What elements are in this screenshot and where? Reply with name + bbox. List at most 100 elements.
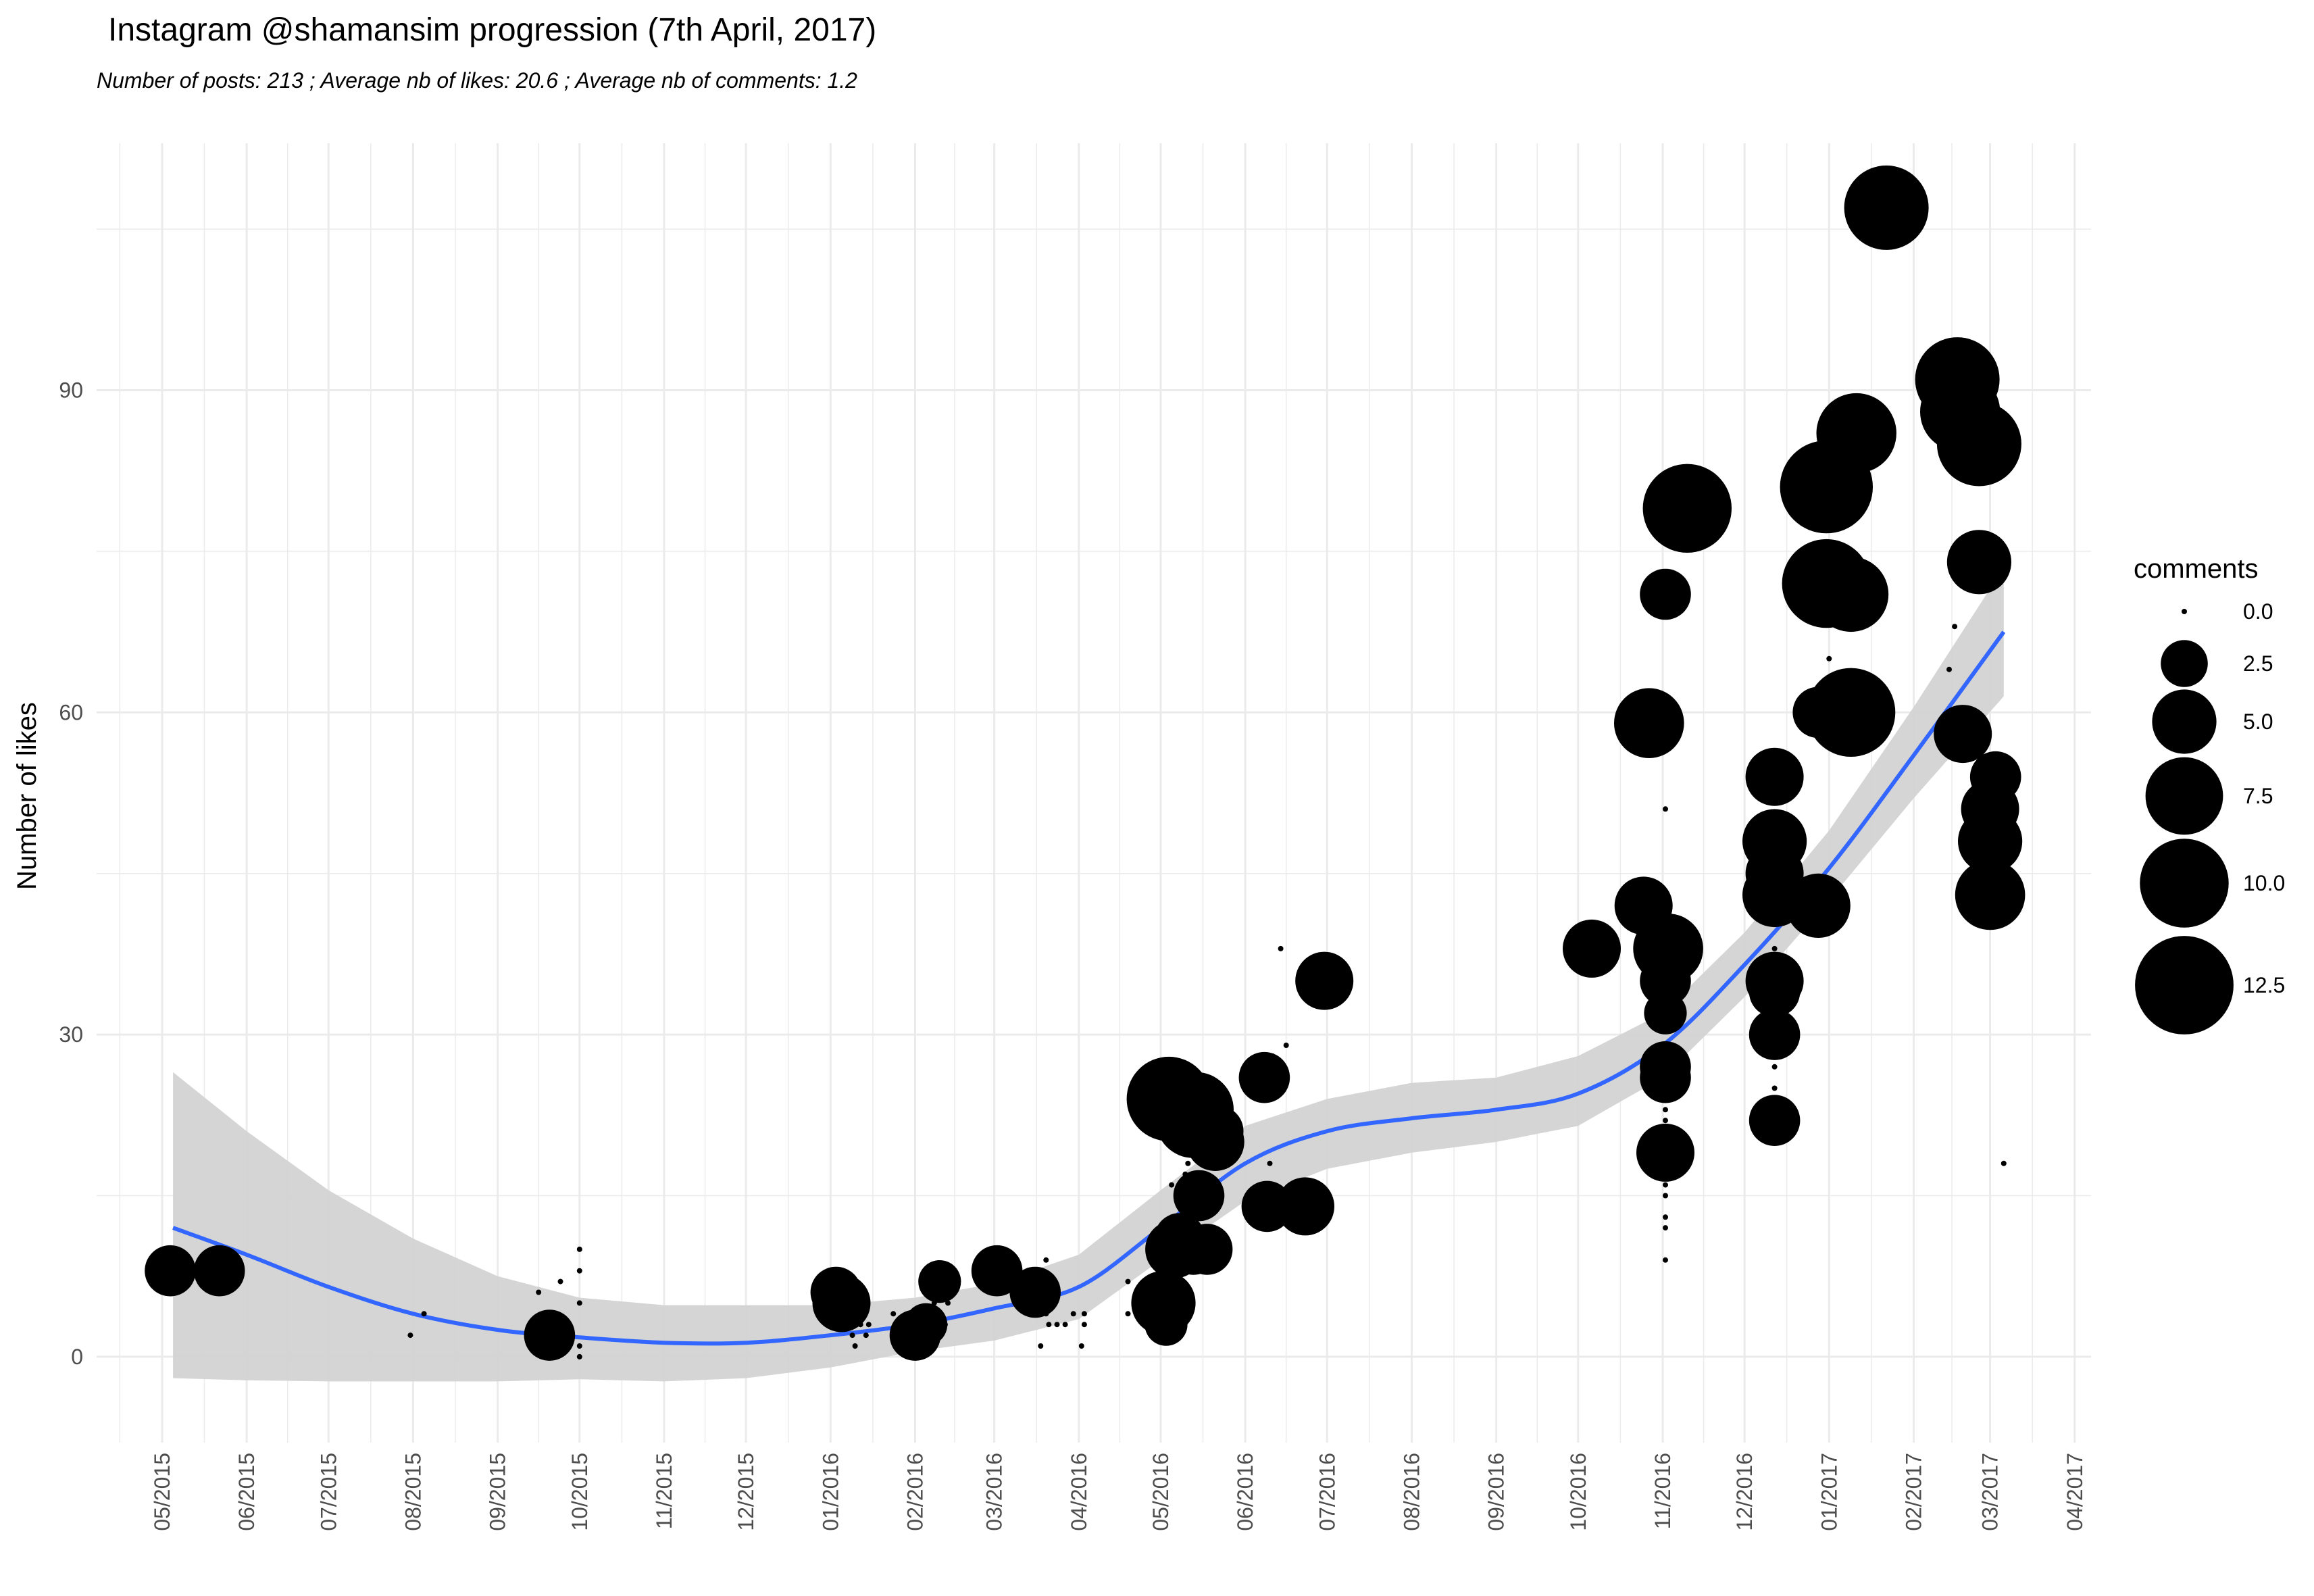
data-point [1070, 1311, 1076, 1317]
data-point [1806, 668, 1896, 757]
data-point [1958, 809, 2023, 874]
data-point [1169, 1182, 1175, 1188]
data-point [1663, 1225, 1668, 1231]
data-point [576, 1268, 582, 1274]
y-axis-ticks: 0 30 60 90 [59, 378, 83, 1369]
data-point [1663, 1171, 1668, 1177]
data-point [1826, 655, 1832, 662]
data-point [1145, 1303, 1188, 1346]
legend-label: 0.0 [2243, 599, 2273, 624]
data-point [1062, 1322, 1068, 1328]
x-tick-label: 12/2016 [1732, 1453, 1757, 1531]
data-point [945, 1300, 951, 1306]
data-point [971, 1245, 1023, 1297]
data-point [145, 1245, 196, 1297]
data-point [1081, 1311, 1087, 1317]
data-point [1663, 1128, 1668, 1134]
data-point [1276, 1177, 1334, 1236]
data-point [1185, 1160, 1191, 1166]
data-point [1745, 747, 1804, 806]
data-point [1267, 1160, 1273, 1166]
legend-key [2182, 609, 2187, 614]
x-tick-label: 01/2016 [818, 1453, 842, 1531]
data-point [1663, 1107, 1668, 1113]
x-tick-label: 06/2016 [1233, 1453, 1257, 1531]
data-point [1749, 966, 1801, 1018]
data-point [1952, 624, 1958, 630]
data-point [1172, 1268, 1178, 1274]
legend-label: 5.0 [2243, 709, 2273, 734]
data-point [863, 1332, 869, 1339]
data-point [1054, 1322, 1060, 1328]
data-point [1934, 705, 1992, 764]
x-tick-label: 01/2017 [1817, 1453, 1841, 1531]
data-point [576, 1353, 582, 1360]
chart-subtitle: Number of posts: 213 ; Average nb of lik… [97, 68, 857, 93]
data-point [1636, 1123, 1694, 1182]
data-point [1043, 1311, 1049, 1317]
data-point [576, 1343, 582, 1349]
x-tick-label: 04/2017 [2063, 1453, 2087, 1531]
y-tick-label: 60 [59, 700, 83, 724]
data-point [1278, 945, 1284, 951]
legend-key [2145, 757, 2223, 835]
x-tick-label: 08/2016 [1399, 1453, 1424, 1531]
data-point [934, 1332, 940, 1339]
data-point [1663, 1118, 1668, 1124]
data-point [1640, 1051, 1691, 1103]
data-point [1046, 1322, 1052, 1328]
data-point [1663, 1182, 1668, 1188]
confidence-band-area [173, 567, 2004, 1382]
data-point [193, 1245, 245, 1297]
data-point [1771, 1085, 1778, 1091]
data-point [1946, 530, 2011, 595]
data-point [1038, 1343, 1044, 1349]
data-point [1633, 914, 1703, 984]
data-point [1640, 568, 1691, 620]
data-point [890, 1311, 897, 1317]
legend-label: 10.0 [2243, 871, 2285, 895]
data-point [576, 1300, 582, 1306]
data-point [1663, 1257, 1668, 1263]
x-tick-label: 03/2016 [982, 1453, 1007, 1531]
x-tick-label: 11/2015 [652, 1453, 676, 1529]
data-point [1125, 1278, 1131, 1285]
x-tick-label: 12/2015 [734, 1453, 758, 1531]
data-point [1009, 1266, 1061, 1318]
data-point [1969, 751, 2021, 803]
y-axis-label: Number of likes [12, 702, 42, 890]
data-point [1771, 1064, 1778, 1070]
data-point [1614, 688, 1684, 758]
data-point [1936, 401, 2021, 487]
data-point [1663, 1214, 1668, 1220]
data-point [1816, 393, 1896, 474]
data-point [1283, 1043, 1289, 1048]
data-point [1663, 806, 1668, 812]
x-tick-label: 10/2016 [1566, 1453, 1590, 1531]
data-point [865, 1322, 872, 1328]
legend-key [2161, 640, 2208, 687]
data-point [1955, 859, 2026, 930]
data-point [1663, 1193, 1668, 1199]
data-point [1749, 1009, 1801, 1060]
x-tick-label: 05/2016 [1149, 1453, 1173, 1531]
legend-label: 2.5 [2243, 651, 2273, 676]
data-point [847, 1278, 853, 1285]
data-point [1749, 1095, 1801, 1146]
data-point [1844, 165, 1929, 250]
data-point [1043, 1257, 1049, 1263]
legend-key [2135, 936, 2234, 1034]
x-tick-label: 10/2015 [568, 1453, 592, 1531]
data-point [407, 1332, 413, 1339]
data-point [1786, 873, 1851, 938]
data-point [918, 1260, 961, 1303]
legend-label: 12.5 [2243, 973, 2285, 997]
x-tick-label: 05/2015 [150, 1453, 174, 1531]
data-point [1563, 919, 1621, 978]
data-point [942, 1322, 948, 1328]
data-point [1192, 1105, 1244, 1157]
x-tick-label: 02/2016 [903, 1453, 927, 1531]
y-tick-label: 30 [59, 1022, 83, 1047]
data-point [1771, 945, 1778, 951]
